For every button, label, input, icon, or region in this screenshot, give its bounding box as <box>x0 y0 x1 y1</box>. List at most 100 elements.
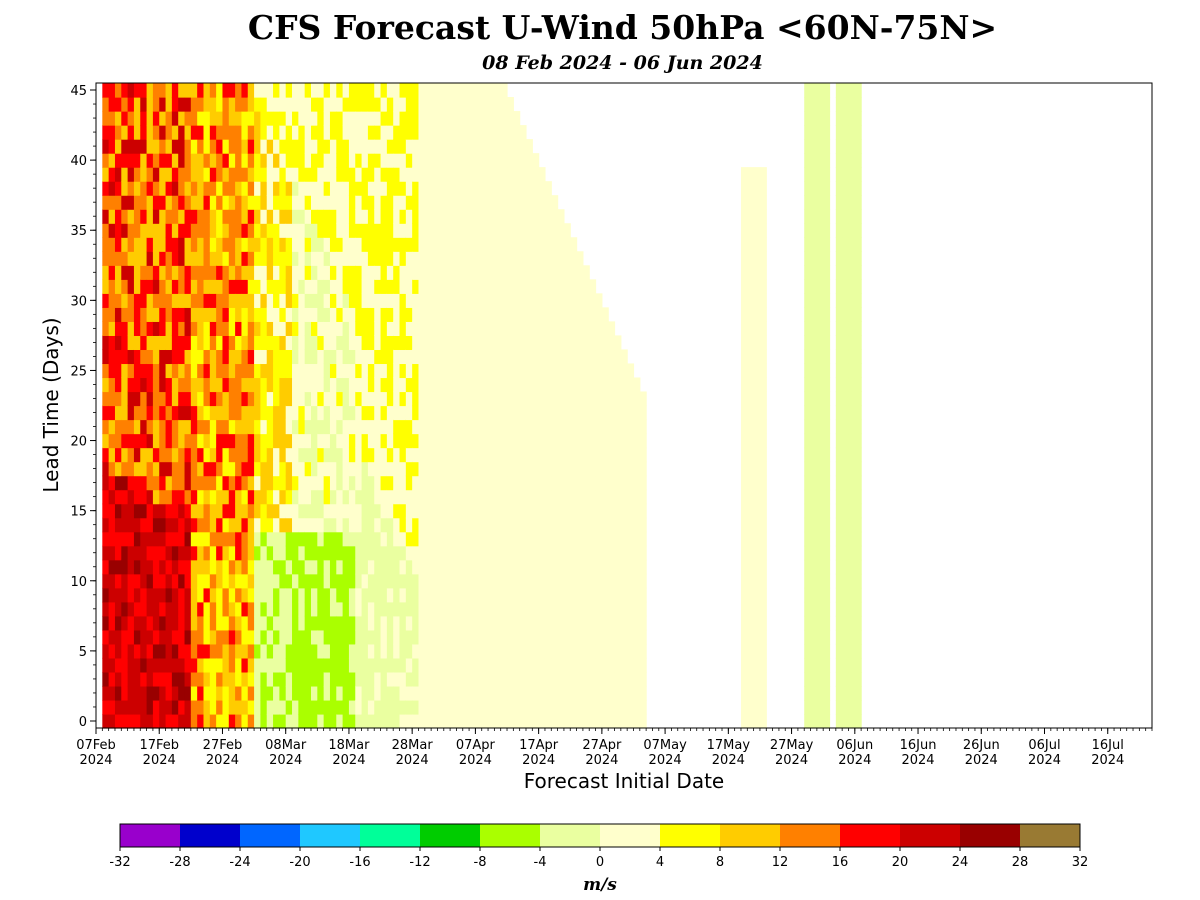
heatmap-cell <box>620 391 628 407</box>
heatmap-cell <box>102 461 110 477</box>
heatmap-cell <box>412 139 420 154</box>
heatmap-cell <box>298 265 306 280</box>
heatmap-cell <box>292 223 299 238</box>
heatmap-cell <box>601 601 609 617</box>
heatmap-cell <box>171 335 179 351</box>
heatmap-cell <box>412 307 420 322</box>
heatmap-cell <box>342 153 350 168</box>
heatmap-cell <box>108 223 116 238</box>
heatmap-cell <box>747 377 755 393</box>
heatmap-cell <box>247 377 255 393</box>
heatmap-cell <box>197 517 205 533</box>
heatmap-cell <box>854 321 862 336</box>
x-tick-year: 2024 <box>838 753 871 768</box>
heatmap-cell <box>184 433 192 449</box>
heatmap-cell <box>639 461 647 477</box>
heatmap-cell <box>336 97 344 112</box>
heatmap-cell <box>254 531 261 547</box>
heatmap-cell <box>336 209 344 224</box>
heatmap-cell <box>367 195 375 210</box>
heatmap-cell <box>235 321 243 336</box>
heatmap-cell <box>582 699 590 715</box>
heatmap-cell <box>159 685 167 701</box>
heatmap-cell <box>810 153 818 168</box>
heatmap-cell <box>601 713 609 729</box>
heatmap-cell <box>551 433 559 449</box>
heatmap-cell <box>102 489 110 505</box>
heatmap-cell <box>298 587 306 603</box>
heatmap-cell <box>405 405 413 421</box>
heatmap-cell <box>222 419 230 435</box>
heatmap-cell <box>298 125 306 140</box>
heatmap-cell <box>842 307 850 322</box>
heatmap-cell <box>273 83 280 98</box>
heatmap-cell <box>418 293 426 308</box>
heatmap-cell <box>557 405 565 421</box>
heatmap-cell <box>810 223 818 238</box>
heatmap-cell <box>557 475 565 491</box>
heatmap-cell <box>620 587 628 603</box>
heatmap-cell <box>475 251 483 266</box>
heatmap-cell <box>443 293 451 308</box>
heatmap-cell <box>431 489 439 505</box>
heatmap-cell <box>544 349 552 365</box>
heatmap-cell <box>488 209 495 224</box>
heatmap-cell <box>114 363 122 379</box>
heatmap-cell <box>152 517 160 533</box>
heatmap-cell <box>494 559 502 575</box>
heatmap-cell <box>456 251 464 266</box>
heatmap-cell <box>310 209 318 224</box>
heatmap-cell <box>424 139 432 154</box>
heatmap-cell <box>601 447 609 463</box>
heatmap-cell <box>835 181 843 196</box>
heatmap-cell <box>310 307 318 322</box>
heatmap-cell <box>842 601 850 617</box>
heatmap-cell <box>367 629 375 645</box>
heatmap-cell <box>854 335 862 351</box>
heatmap-cell <box>140 209 148 224</box>
heatmap-cell <box>456 139 464 154</box>
heatmap-cell <box>823 489 831 505</box>
heatmap-cell <box>601 433 609 449</box>
heatmap-cell <box>348 489 356 505</box>
heatmap-cell <box>532 223 540 238</box>
heatmap-cell <box>254 153 261 168</box>
heatmap-cell <box>848 671 856 687</box>
heatmap-cell <box>361 377 369 393</box>
heatmap-cell <box>469 153 476 168</box>
heatmap-cell <box>816 153 824 168</box>
heatmap-cell <box>456 545 464 561</box>
heatmap-cell <box>399 139 407 154</box>
heatmap-cell <box>519 335 527 351</box>
heatmap-cell <box>203 223 211 238</box>
heatmap-cell <box>203 531 211 547</box>
heatmap-cell <box>241 531 249 547</box>
heatmap-cell <box>437 517 445 533</box>
heatmap-cell <box>323 489 331 505</box>
heatmap-cell <box>557 363 565 379</box>
heatmap-cell <box>431 517 439 533</box>
heatmap-cell <box>450 475 458 491</box>
heatmap-cell <box>336 713 344 729</box>
heatmap-cell <box>456 461 464 477</box>
heatmap-cell <box>576 657 584 673</box>
heatmap-cell <box>393 111 401 126</box>
heatmap-cell <box>481 587 489 603</box>
heatmap-cell <box>576 559 584 575</box>
heatmap-cell <box>437 293 445 308</box>
heatmap-cell <box>298 447 306 463</box>
heatmap-cell <box>551 335 559 351</box>
heatmap-cell <box>854 447 862 463</box>
heatmap-cell <box>317 671 325 687</box>
heatmap-cell <box>816 237 824 252</box>
heatmap-cell <box>431 195 439 210</box>
heatmap-cell <box>222 321 230 336</box>
heatmap-cell <box>323 615 331 631</box>
heatmap-cell <box>608 601 616 617</box>
heatmap-cell <box>203 419 211 435</box>
heatmap-cell <box>152 97 160 112</box>
heatmap-cell <box>108 419 116 435</box>
heatmap-cell <box>525 531 533 547</box>
heatmap-cell <box>310 125 318 140</box>
heatmap-cell <box>488 587 495 603</box>
